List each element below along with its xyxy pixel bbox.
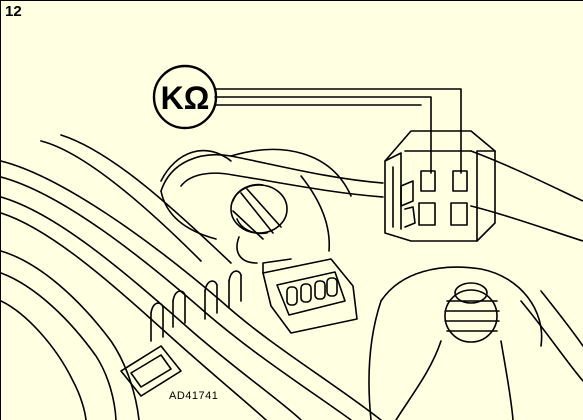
pin-top-left <box>420 170 436 192</box>
pin-top-right <box>452 170 468 192</box>
pin-bottom-right <box>450 202 468 226</box>
meter-test-leads <box>214 88 462 174</box>
right-hoses <box>470 150 583 382</box>
ohmmeter-symbol <box>152 64 218 130</box>
figure-number: 12 <box>5 3 22 20</box>
connector-boot-right <box>368 266 543 420</box>
harness-bundle <box>1 134 382 420</box>
main-hose <box>160 148 384 252</box>
harness-clips <box>120 270 242 397</box>
sensor-connector-plug <box>262 258 358 334</box>
reference-code: AD41741 <box>169 390 219 402</box>
connector-boot-center <box>230 183 288 264</box>
test-connector-body <box>384 130 496 242</box>
pin-bottom-left <box>418 202 436 226</box>
